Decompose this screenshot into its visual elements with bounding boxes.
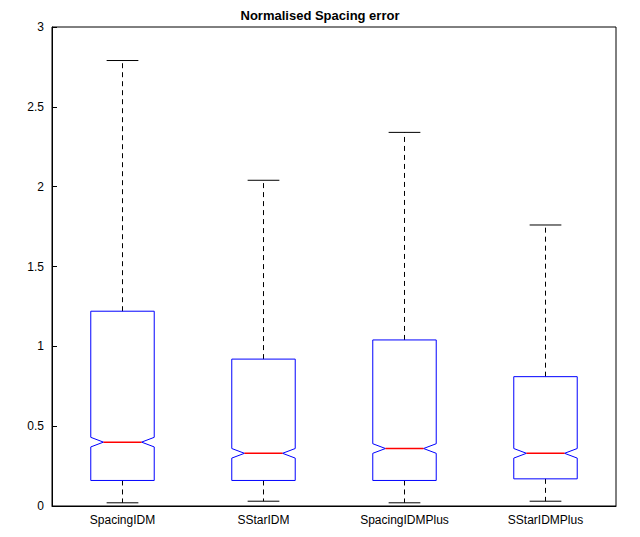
svg-text:SStarIDM: SStarIDM bbox=[237, 513, 289, 527]
svg-text:SpacingIDMPlus: SpacingIDMPlus bbox=[360, 513, 449, 527]
svg-text:3: 3 bbox=[37, 20, 44, 34]
svg-text:0: 0 bbox=[37, 499, 44, 513]
svg-text:1.5: 1.5 bbox=[27, 260, 44, 274]
svg-text:SpacingIDM: SpacingIDM bbox=[90, 513, 155, 527]
svg-text:SStarIDMPlus: SStarIDMPlus bbox=[508, 513, 583, 527]
svg-text:0.5: 0.5 bbox=[27, 419, 44, 433]
svg-text:1: 1 bbox=[37, 339, 44, 353]
svg-text:Normalised Spacing error: Normalised Spacing error bbox=[241, 8, 400, 23]
svg-text:2.5: 2.5 bbox=[27, 100, 44, 114]
svg-text:2: 2 bbox=[37, 180, 44, 194]
